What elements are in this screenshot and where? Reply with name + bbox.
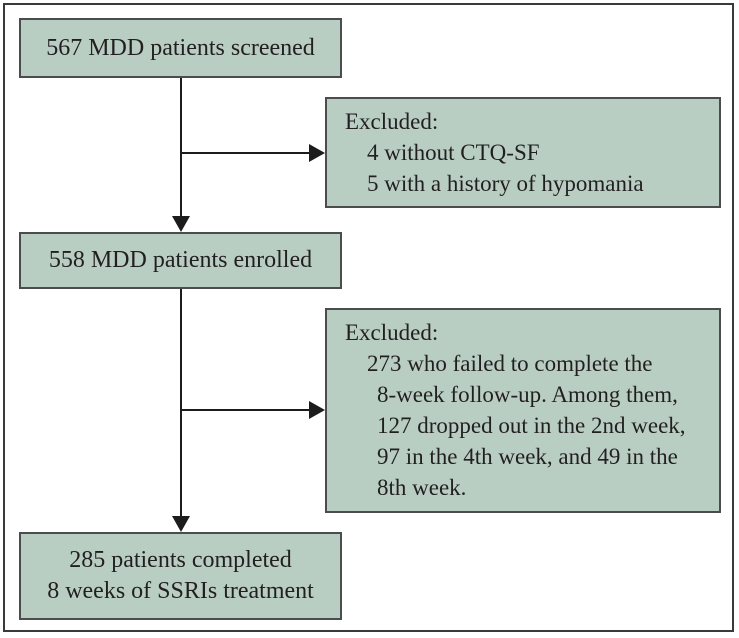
excluded-1-item: 4 without CTQ-SF: [367, 140, 540, 165]
excluded-2-item: 127 dropped out in the 2nd week,: [377, 413, 686, 438]
node-patients-completed: 285 patients completed 8 weeks of SSRIs …: [19, 532, 342, 620]
node-patients-screened-label: 567 MDD patients screened: [46, 34, 315, 61]
node-patients-screened: 567 MDD patients screened: [19, 18, 342, 78]
node-patients-completed-line: 8 weeks of SSRIs treatment: [47, 578, 314, 604]
node-patients-enrolled-label: 558 MDD patients enrolled: [48, 247, 313, 273]
excluded-2-heading: Excluded:: [345, 320, 439, 345]
excluded-2-item: 97 in the 4th week, and 49 in the: [377, 444, 678, 469]
excluded-2-item: 273 who failed to complete the: [367, 351, 653, 376]
node-excluded-2: Excluded: 273 who failed to complete the…: [325, 308, 721, 513]
excluded-2-item: 8th week.: [377, 475, 467, 500]
connector-enrolled-to-completed: [180, 289, 182, 518]
arrowhead-right-icon: [309, 401, 325, 419]
figure-frame: [3, 3, 734, 632]
arrowhead-down-icon: [172, 216, 190, 232]
node-patients-enrolled: 558 MDD patients enrolled: [19, 232, 342, 289]
connector-branch-to-excluded-1: [180, 152, 310, 154]
node-patients-completed-line: 285 patients completed: [69, 547, 292, 573]
excluded-2-item: 8-week follow-up. Among them,: [377, 382, 678, 407]
arrowhead-down-icon: [172, 516, 190, 532]
node-excluded-1: Excluded: 4 without CTQ-SF 5 with a hist…: [325, 97, 721, 208]
connector-branch-to-excluded-2: [180, 409, 310, 411]
excluded-1-heading: Excluded:: [345, 109, 439, 134]
arrowhead-right-icon: [309, 144, 325, 162]
excluded-1-item: 5 with a history of hypomania: [367, 171, 644, 196]
connector-screened-to-enrolled: [180, 78, 182, 218]
